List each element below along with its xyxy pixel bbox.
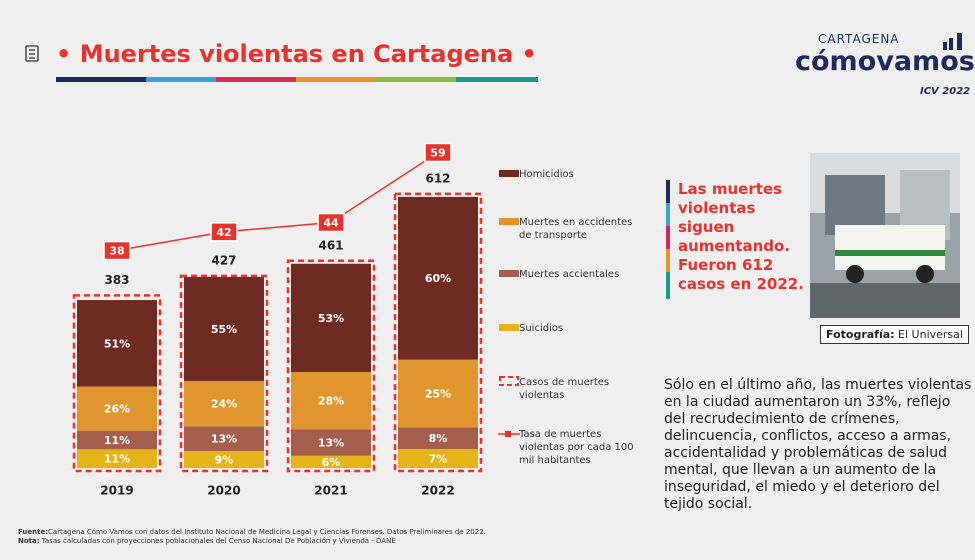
legend-label: Casos de muertes violentas <box>519 377 610 401</box>
legend-label: Suicidios <box>519 323 564 334</box>
bar-segment <box>77 300 157 387</box>
rate-marker <box>103 240 131 261</box>
segment-label: 25% <box>425 387 451 400</box>
source-text: Cartagena Cómo Vamos con datos del Insti… <box>48 528 486 536</box>
segment-label: 11% <box>104 453 130 466</box>
total-outline <box>393 192 483 473</box>
bar-segment <box>184 380 264 427</box>
rate-marker <box>317 212 345 233</box>
segment-label: 24% <box>211 398 237 411</box>
menu-icon <box>25 45 39 62</box>
segment-label: 7% <box>429 453 448 466</box>
title-underline <box>56 77 538 82</box>
segment-label: 26% <box>104 403 130 416</box>
legend-label: Homicidios <box>519 169 574 180</box>
photo-credit: Fotografía: El Universal <box>820 325 969 344</box>
segment-label: 60% <box>425 272 451 285</box>
bar-segment <box>77 386 157 431</box>
x-tick-label: 2020 <box>207 484 240 498</box>
rate-line <box>116 151 439 252</box>
segment-label: 9% <box>215 453 234 466</box>
bar-segment <box>291 372 371 430</box>
bar-segment <box>77 449 157 468</box>
bar-segment <box>291 429 371 456</box>
title: • Muertes violentas en Cartagena • <box>56 40 537 68</box>
legend-swatch <box>499 270 519 277</box>
bar-segment <box>184 426 264 451</box>
quote: Las muertes violentas siguen aumentando.… <box>678 180 804 293</box>
bar-segment <box>184 450 264 468</box>
bar-segment <box>291 455 371 468</box>
bar-segment <box>77 430 157 450</box>
legend-label: Muertes en accidentes de transporte <box>519 217 633 241</box>
bar-segment <box>398 427 478 450</box>
bar-segment <box>184 276 264 381</box>
segment-label: 53% <box>318 312 344 325</box>
note-label: Nota: <box>18 537 40 545</box>
legend-label: Tasa de muertes violentas por cada 100 m… <box>519 429 634 466</box>
legend-swatch <box>505 431 511 437</box>
rate-label: 59 <box>430 146 445 159</box>
total-outline <box>179 274 269 473</box>
segment-label: 6% <box>322 456 341 469</box>
total-label: 383 <box>104 273 129 287</box>
logo-top: CARTAGENA <box>818 32 900 46</box>
note-text: Tasas calculadas con proyecciones poblac… <box>39 537 396 545</box>
bar-segment <box>291 263 371 373</box>
photo <box>810 153 960 318</box>
rate-marker <box>210 222 238 242</box>
segment-label: 55% <box>211 323 237 336</box>
x-tick-label: 2019 <box>100 484 133 498</box>
logo-sub: ICV 2022 <box>920 86 971 97</box>
logo-main: cómovamos <box>795 46 975 77</box>
segment-label: 28% <box>318 395 344 408</box>
rate-label: 38 <box>109 245 124 258</box>
quote-bars <box>666 180 670 299</box>
legend-label: Muertes accientales <box>519 269 620 280</box>
footnote: Fuente:Cartagena Cómo Vamos con datos de… <box>18 528 486 546</box>
bar-segment <box>398 196 478 360</box>
total-label: 612 <box>425 171 450 185</box>
photo-credit-label: Fotografía: <box>826 328 895 341</box>
x-tick-label: 2021 <box>314 484 347 498</box>
paragraph: Sólo en el último año, las muertes viole… <box>664 377 972 512</box>
segment-label: 13% <box>211 433 237 446</box>
photo-credit-text: El Universal <box>894 328 963 341</box>
x-tick-label: 2022 <box>421 484 454 498</box>
source-label: Fuente: <box>18 528 49 536</box>
segment-label: 13% <box>318 436 344 449</box>
bar-segment <box>398 449 478 468</box>
segment-label: 11% <box>104 434 130 447</box>
segment-label: 8% <box>429 432 448 445</box>
total-outline <box>286 259 376 473</box>
logo-bars <box>943 33 962 50</box>
rate-label: 42 <box>216 226 231 239</box>
total-label: 461 <box>318 238 343 252</box>
bar-segment <box>398 359 478 428</box>
legend-swatch <box>499 376 519 386</box>
rate-label: 44 <box>323 217 339 230</box>
legend-swatch <box>499 324 519 331</box>
total-label: 427 <box>211 253 236 267</box>
legend-swatch <box>499 170 519 177</box>
segment-label: 51% <box>104 337 130 350</box>
total-outline <box>72 294 162 473</box>
rate-marker <box>424 142 452 163</box>
legend-swatch <box>499 218 519 225</box>
